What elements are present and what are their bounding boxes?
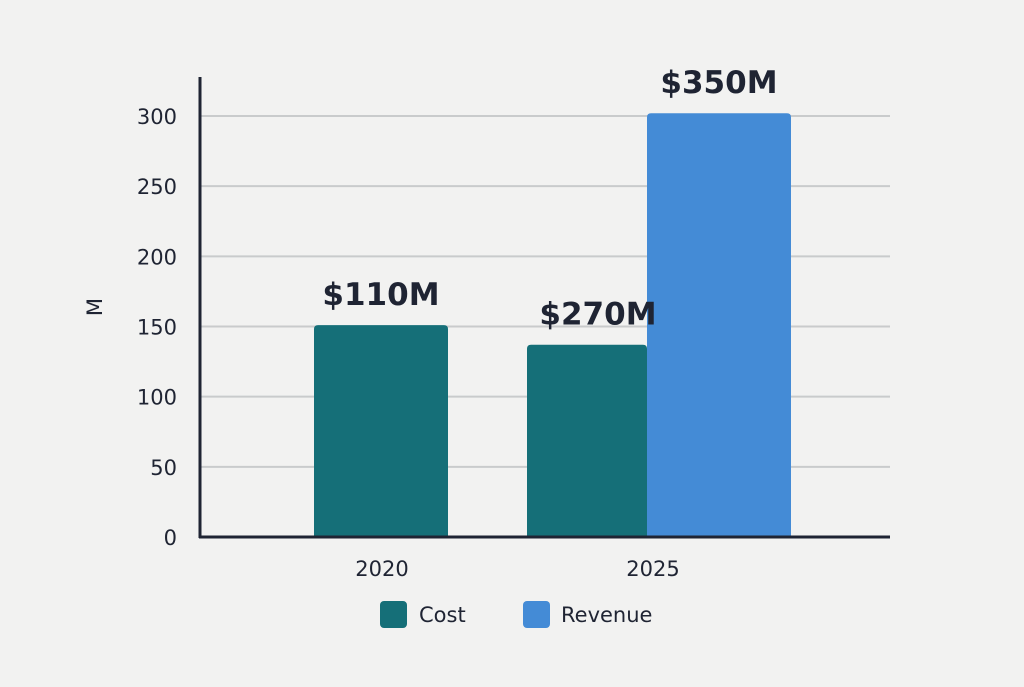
y-tick-label: 300: [137, 105, 177, 129]
y-tick-label: 250: [137, 175, 177, 199]
bar-cost-2025: [527, 344, 647, 537]
legend-swatch-cost: [380, 601, 407, 628]
bar-revenue-2025: [647, 113, 791, 538]
legend-swatch-revenue: [523, 601, 550, 628]
y-tick-label: 200: [137, 245, 177, 269]
legend-label-cost: Cost: [419, 603, 466, 627]
y-axis-label: M: [83, 298, 107, 316]
x-tick-label: 2025: [626, 557, 679, 581]
bar-cost-2020: [314, 325, 448, 537]
data-label: $110M: [322, 277, 439, 313]
legend-label-revenue: Revenue: [561, 603, 652, 627]
data-label: $350M: [660, 65, 777, 101]
y-tick-label: 50: [150, 456, 177, 480]
data-label: $270M: [539, 297, 656, 333]
y-tick-label: 100: [137, 386, 177, 410]
x-tick-label: 2020: [355, 557, 408, 581]
y-tick-label: 150: [137, 316, 177, 340]
y-tick-label: 0: [164, 526, 177, 550]
